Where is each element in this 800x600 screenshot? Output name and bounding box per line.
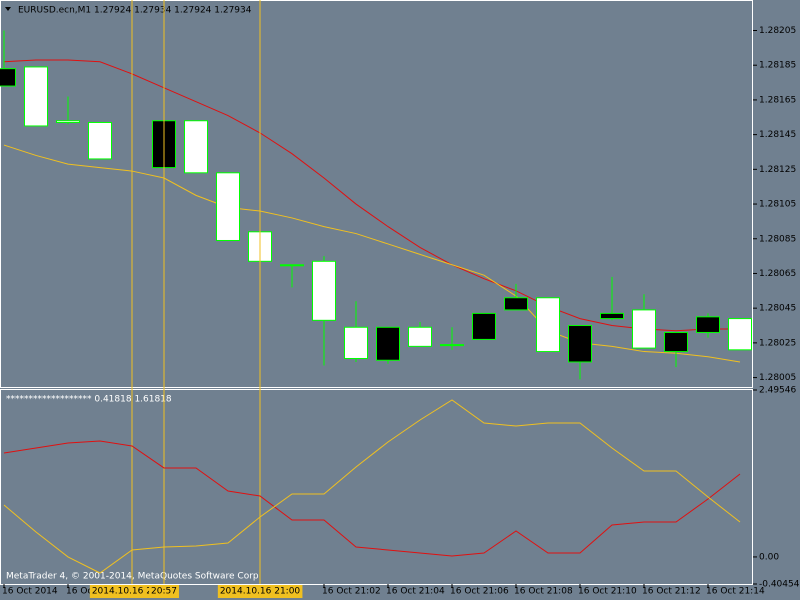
candle-body: [696, 316, 720, 333]
candle-body: [632, 309, 656, 349]
candle-body: [664, 331, 688, 353]
indicator-frame: [0, 389, 753, 585]
y-tick-label: 1.28205: [759, 26, 796, 36]
y-tick-label: 1.28085: [759, 234, 796, 244]
candle-body: [24, 66, 48, 127]
copyright: MetaTrader 4, © 2001-2014, MetaQuotes So…: [6, 572, 262, 582]
x-tick-label: 16 Oct: [66, 587, 96, 597]
x-tick-label: 16 Oct 21:06: [450, 587, 509, 597]
candle-body: [728, 318, 752, 351]
x-tick-label: 16 Oct 21:14: [706, 587, 765, 597]
candle-body: [376, 326, 400, 361]
x-tick-label: 16 Oct 21:08: [514, 587, 573, 597]
indicator-line: [3, 399, 741, 574]
y-tick-label: 1.28105: [759, 200, 796, 210]
candle-body: [88, 121, 112, 160]
candle-body: [312, 260, 336, 321]
x-tick-label: 16 Oct 21:12: [642, 587, 701, 597]
marker-label: 2014.10.16 20:56: [92, 587, 173, 597]
y-tick-label: 1.28025: [759, 338, 796, 348]
marker-label: 20:57: [151, 587, 177, 597]
candle-body: [472, 312, 496, 340]
indicator-title: ******************* 0.41818 1.61818: [6, 395, 172, 405]
moving-average: [3, 59, 740, 332]
y-tick-label: 1.28185: [759, 61, 796, 71]
marker-label-bg: [217, 585, 303, 598]
x-tick-label: 16 Oct 21:02: [322, 587, 381, 597]
candle-body: [0, 68, 16, 87]
x-tick-label: 16 Oct 21:04: [386, 587, 445, 597]
main-frame: [0, 0, 753, 388]
candle-body: [536, 297, 560, 353]
symbol-header: EURUSD.ecn,M1 1.27924 1.27934 1.27924 1.…: [18, 6, 252, 16]
y-tick-label: 1.28005: [759, 373, 796, 383]
candle-body: [56, 120, 80, 123]
y-tick-label: 1.28065: [759, 269, 796, 279]
candle-body: [280, 264, 304, 267]
candle-body: [216, 172, 240, 241]
y-tick-label: 2.49546: [759, 386, 796, 396]
menu-arrow[interactable]: [5, 7, 11, 11]
candle-body: [568, 325, 592, 363]
y-tick-label: 1.28165: [759, 95, 796, 105]
indicator-line: [3, 440, 741, 557]
y-tick-label: 1.28125: [759, 165, 796, 175]
candle-body: [184, 120, 208, 174]
y-tick-label: 0.00: [759, 552, 779, 562]
candle-body: [504, 297, 528, 311]
candle-body: [440, 344, 464, 347]
x-tick-label: 16 Oct 2014: [2, 587, 58, 597]
y-tick-label: 1.28045: [759, 304, 796, 314]
candle-body: [408, 326, 432, 347]
x-tick-label: 16 Oct 21:10: [578, 587, 637, 597]
candle-body: [600, 312, 624, 320]
marker-label-bg: [149, 585, 179, 598]
y-tick-label: -0.40454: [759, 580, 800, 590]
y-tick-label: 1.28145: [759, 130, 796, 140]
moving-average: [3, 144, 741, 363]
candle-body: [344, 326, 368, 359]
marker-label: 2014.10.16 21:00: [220, 587, 301, 597]
